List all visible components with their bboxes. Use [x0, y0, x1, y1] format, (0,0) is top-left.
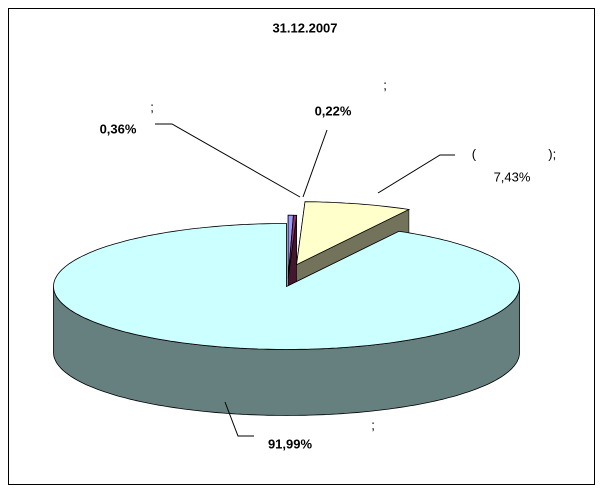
- data-label: 7,43%: [494, 169, 531, 184]
- data-label: 0,36%: [100, 121, 137, 136]
- leader-line: [377, 154, 455, 194]
- category-label: ;: [371, 417, 375, 432]
- leader-line: [224, 401, 254, 437]
- category-label: ;: [383, 77, 387, 92]
- data-label: 0,22%: [315, 103, 352, 118]
- pie: [53, 201, 520, 416]
- slice: [53, 223, 520, 350]
- slice: [296, 201, 411, 266]
- leader-line: [302, 129, 328, 198]
- leader-line: [155, 123, 301, 198]
- labels: ; 0,36%; 0,22% ( ); 7,43%; 91,99%: [100, 77, 557, 451]
- category-label: ;: [150, 99, 154, 114]
- data-label: 91,99%: [268, 436, 313, 451]
- category-label: ( );: [472, 146, 557, 161]
- chart-title: 31.12.2007: [272, 20, 337, 35]
- slice: [287, 214, 298, 279]
